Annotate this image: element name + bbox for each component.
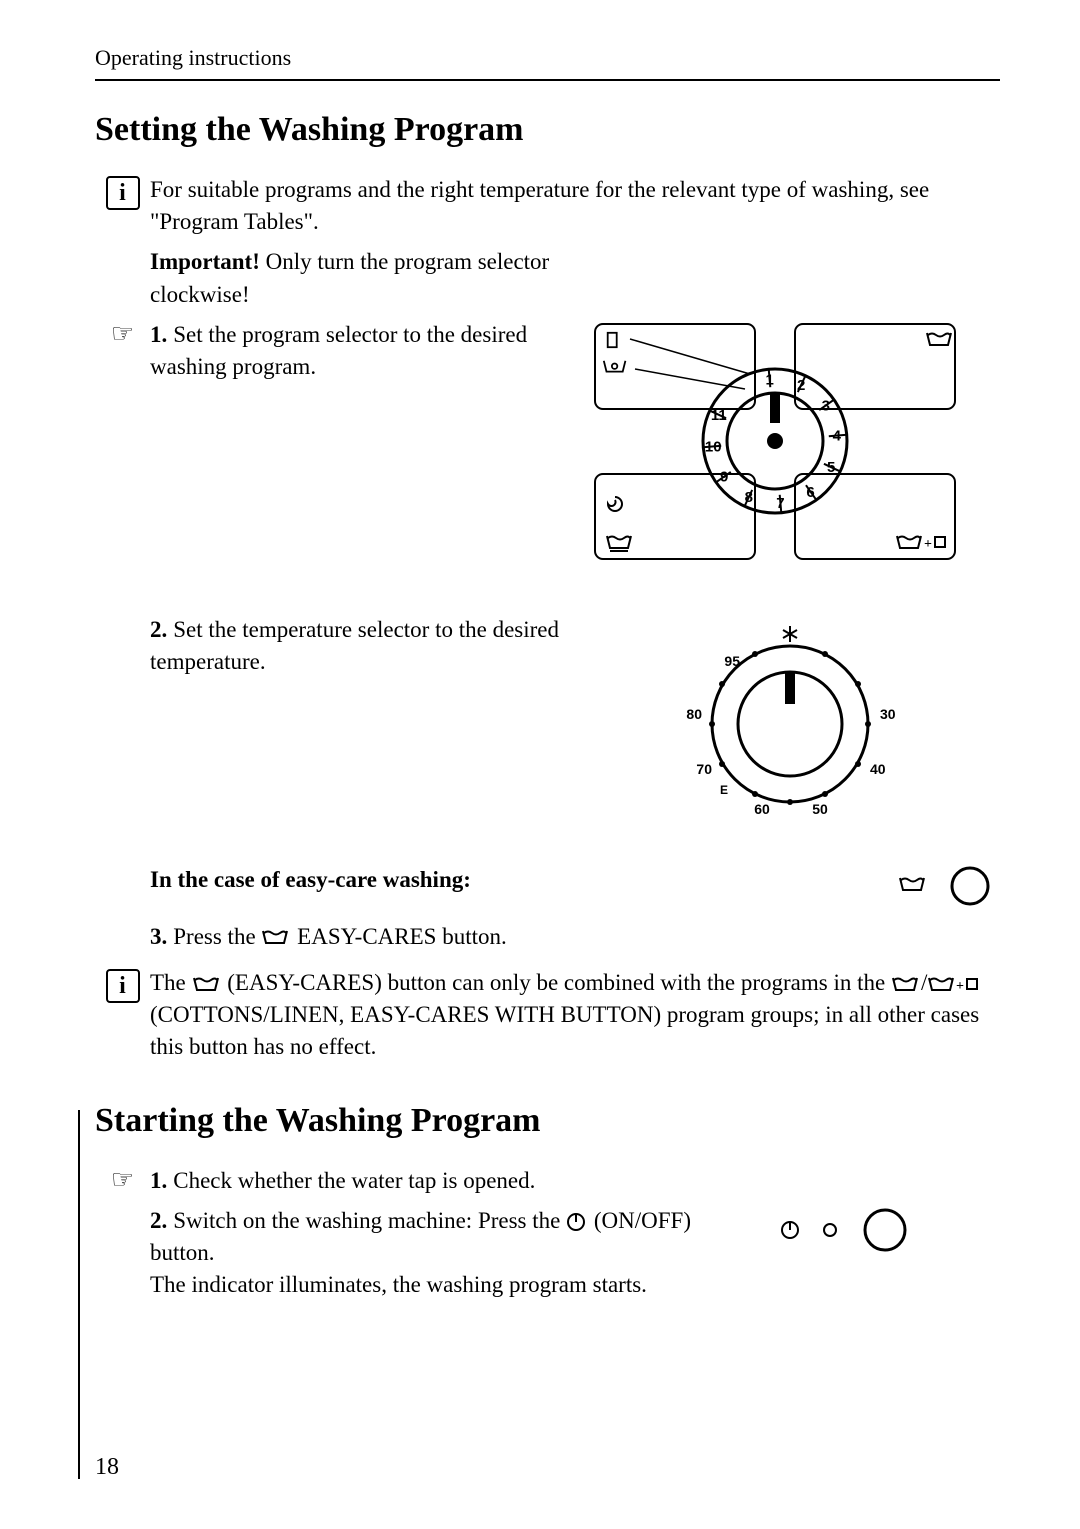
svg-text:40: 40	[870, 761, 886, 777]
on-off-button-diagram	[770, 1205, 920, 1255]
svg-text:5: 5	[827, 459, 835, 476]
svg-text:60: 60	[754, 801, 770, 817]
power-icon	[566, 1212, 588, 1232]
intro-row: i For suitable programs and the right te…	[95, 174, 1000, 238]
step2-text: Set the temperature selector to the desi…	[150, 617, 559, 674]
svg-text:80: 80	[686, 706, 702, 722]
svg-text:70: 70	[696, 761, 712, 777]
start-step2-line2: The indicator illuminates, the washing p…	[150, 1269, 750, 1301]
basin-icon	[192, 976, 222, 994]
basin-icon	[891, 976, 921, 994]
section-heading-starting: Starting the Washing Program	[95, 1102, 1000, 1140]
svg-text:1: 1	[765, 371, 773, 388]
easy-care-heading: In the case of easy-care washing:	[150, 864, 870, 896]
info-icon: i	[106, 176, 140, 210]
margin-rule	[78, 1110, 80, 1479]
header-rule	[95, 79, 1000, 81]
info-icon: i	[106, 969, 140, 1003]
program-selector-diagram: 1 234 56 7 89 10 11	[590, 319, 960, 569]
section-heading-setting: Setting the Washing Program	[95, 111, 1000, 149]
svg-text:8: 8	[745, 489, 753, 506]
svg-text:7: 7	[776, 495, 784, 512]
basin-icon	[261, 929, 291, 947]
svg-text:50: 50	[812, 801, 828, 817]
start-step1: Check whether the water tap is opened.	[173, 1168, 535, 1193]
svg-text:6: 6	[806, 484, 814, 501]
important-line: Important! Only turn the program selecto…	[150, 246, 570, 310]
svg-text:11: 11	[711, 407, 727, 424]
easy-care-button-diagram	[890, 864, 1000, 908]
step-number: 2.	[150, 617, 167, 642]
important-label: Important!	[150, 249, 260, 274]
svg-text:10: 10	[705, 438, 722, 455]
basin-button-icon	[927, 976, 981, 994]
svg-text:95: 95	[724, 653, 740, 669]
pointing-hand-icon: ☞	[111, 1167, 134, 1193]
pointing-hand-icon: ☞	[111, 321, 134, 347]
step3-line: 3.Press the EASY-CARES button.	[150, 921, 1000, 953]
svg-text:2: 2	[797, 377, 805, 394]
temperature-selector-diagram: 95 80 70 E 60 50 40 30	[670, 614, 910, 824]
svg-text:3: 3	[822, 397, 830, 414]
svg-text:4: 4	[833, 427, 842, 444]
intro-text: For suitable programs and the right temp…	[150, 174, 1000, 238]
svg-text:E: E	[720, 783, 728, 797]
running-header: Operating instructions	[95, 45, 1000, 71]
page-number: 18	[95, 1454, 119, 1481]
step-number: 1.	[150, 322, 167, 347]
easy-care-note: The (EASY-CARES) button can only be comb…	[150, 967, 1000, 1064]
svg-text:30: 30	[880, 706, 896, 722]
page-content: Operating instructions Setting the Washi…	[0, 0, 1080, 1359]
svg-text:9: 9	[720, 468, 728, 485]
step1-text: Set the program selector to the desired …	[150, 322, 527, 379]
